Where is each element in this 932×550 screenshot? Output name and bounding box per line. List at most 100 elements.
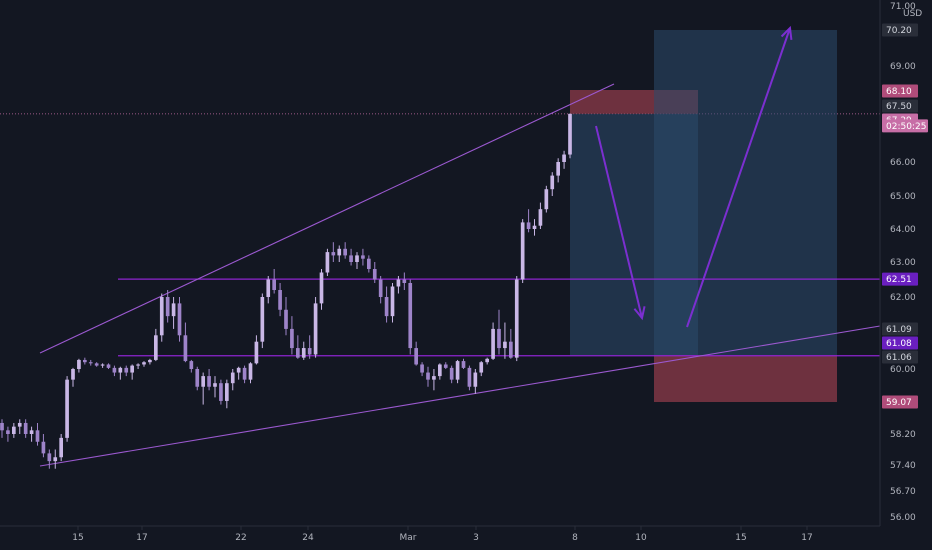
candle-body[interactable] — [544, 189, 549, 210]
candle-body[interactable] — [514, 279, 519, 358]
candle-body[interactable] — [88, 362, 93, 364]
candle-body[interactable] — [319, 272, 324, 304]
candle-body[interactable] — [6, 430, 10, 434]
candle-body[interactable] — [100, 364, 105, 366]
candle-body[interactable] — [171, 303, 176, 317]
candle-body[interactable] — [414, 348, 419, 365]
candle-body[interactable] — [437, 364, 442, 377]
candle-body[interactable] — [343, 248, 348, 256]
candle-body[interactable] — [153, 335, 158, 360]
candle-body[interactable] — [23, 422, 28, 434]
candle-body[interactable] — [432, 376, 436, 380]
candle-body[interactable] — [290, 328, 294, 349]
candle-body[interactable] — [538, 209, 543, 226]
candle-body[interactable] — [467, 367, 472, 387]
candle-body[interactable] — [278, 290, 282, 310]
candle-body[interactable] — [11, 426, 16, 434]
candle-body[interactable] — [35, 430, 40, 442]
candle-body[interactable] — [29, 430, 34, 434]
candle-body[interactable] — [213, 383, 217, 387]
projection-arrow-up[interactable] — [686, 27, 791, 328]
candle-body[interactable] — [295, 348, 300, 358]
candle-body[interactable] — [485, 358, 490, 363]
candle-body[interactable] — [47, 453, 52, 462]
candle-body[interactable] — [562, 154, 566, 162]
candle-body[interactable] — [384, 297, 389, 317]
candle-body[interactable] — [426, 372, 430, 380]
candle-body[interactable] — [491, 328, 495, 359]
candle-body[interactable] — [420, 364, 424, 373]
candle-body[interactable] — [408, 283, 413, 349]
candle-body[interactable] — [378, 279, 383, 298]
candle-body[interactable] — [53, 457, 58, 462]
candle-body[interactable] — [71, 369, 75, 380]
candle-body[interactable] — [508, 341, 513, 358]
candle-body[interactable] — [526, 222, 531, 229]
candle-body[interactable] — [461, 361, 466, 368]
candle-body[interactable] — [479, 362, 484, 373]
candle-body[interactable] — [77, 359, 81, 369]
candle-body[interactable] — [183, 335, 188, 362]
candle-body[interactable] — [396, 279, 401, 287]
projection-arrow-down[interactable] — [595, 125, 643, 319]
candle-body[interactable] — [325, 252, 330, 273]
candle-body[interactable] — [503, 341, 507, 349]
candle-body[interactable] — [331, 252, 336, 256]
candle-body[interactable] — [556, 162, 561, 176]
candle-body[interactable] — [355, 255, 359, 262]
candle-body[interactable] — [65, 379, 69, 438]
upper-trendline[interactable] — [39, 83, 615, 354]
candle-body[interactable] — [236, 367, 241, 373]
candle-body[interactable] — [313, 303, 318, 355]
candle-body[interactable] — [550, 175, 555, 190]
candle-body[interactable] — [402, 279, 407, 284]
candle-body[interactable] — [207, 376, 211, 387]
candle-body[interactable] — [159, 297, 164, 336]
candle-body[interactable] — [112, 367, 117, 373]
candle-body[interactable] — [248, 363, 253, 380]
candle-body[interactable] — [41, 441, 46, 454]
candle-body[interactable] — [165, 297, 170, 317]
candle-body[interactable] — [272, 279, 277, 291]
candle-body[interactable] — [568, 113, 572, 155]
candle-body[interactable] — [219, 383, 223, 401]
time-axis[interactable]: 15 17 22 24 Mar 3 8 10 15 17 — [72, 526, 813, 543]
candle-body[interactable] — [130, 365, 135, 373]
candle-body[interactable] — [260, 297, 265, 342]
candle-body[interactable] — [242, 367, 247, 380]
candle-body[interactable] — [307, 348, 312, 355]
candle-body[interactable] — [17, 422, 22, 427]
candle-body[interactable] — [118, 367, 123, 373]
candle-body[interactable] — [366, 258, 371, 269]
candle-body[interactable] — [148, 359, 152, 363]
candle-body[interactable] — [301, 348, 306, 358]
candle-body[interactable] — [449, 367, 454, 380]
candle-body[interactable] — [443, 364, 448, 368]
candle-body[interactable] — [142, 362, 146, 365]
candle-body[interactable] — [372, 269, 377, 280]
candle-body[interactable] — [337, 248, 342, 256]
candle-body[interactable] — [455, 361, 460, 380]
candle-body[interactable] — [94, 363, 99, 366]
candle-body[interactable] — [520, 222, 525, 280]
candle-body[interactable] — [254, 341, 259, 364]
candle-body[interactable] — [177, 303, 182, 336]
candle-body[interactable] — [266, 279, 271, 298]
candle-body[interactable] — [124, 367, 129, 373]
candle-body[interactable] — [284, 309, 288, 329]
candle-body[interactable] — [189, 361, 194, 369]
candle-body[interactable] — [230, 372, 235, 384]
candle-body[interactable] — [59, 437, 64, 458]
candle-body[interactable] — [497, 328, 501, 349]
lower-trendline[interactable] — [39, 325, 881, 467]
candle-body[interactable] — [361, 255, 365, 259]
candle-body[interactable] — [532, 225, 537, 229]
candle-body[interactable] — [0, 422, 4, 431]
candle-body[interactable] — [106, 364, 111, 368]
long-target-zone[interactable] — [654, 30, 837, 356]
candle-body[interactable] — [390, 286, 395, 317]
long-stop-zone[interactable] — [654, 355, 837, 402]
candle-body[interactable] — [136, 364, 140, 366]
candle-body[interactable] — [195, 369, 200, 387]
